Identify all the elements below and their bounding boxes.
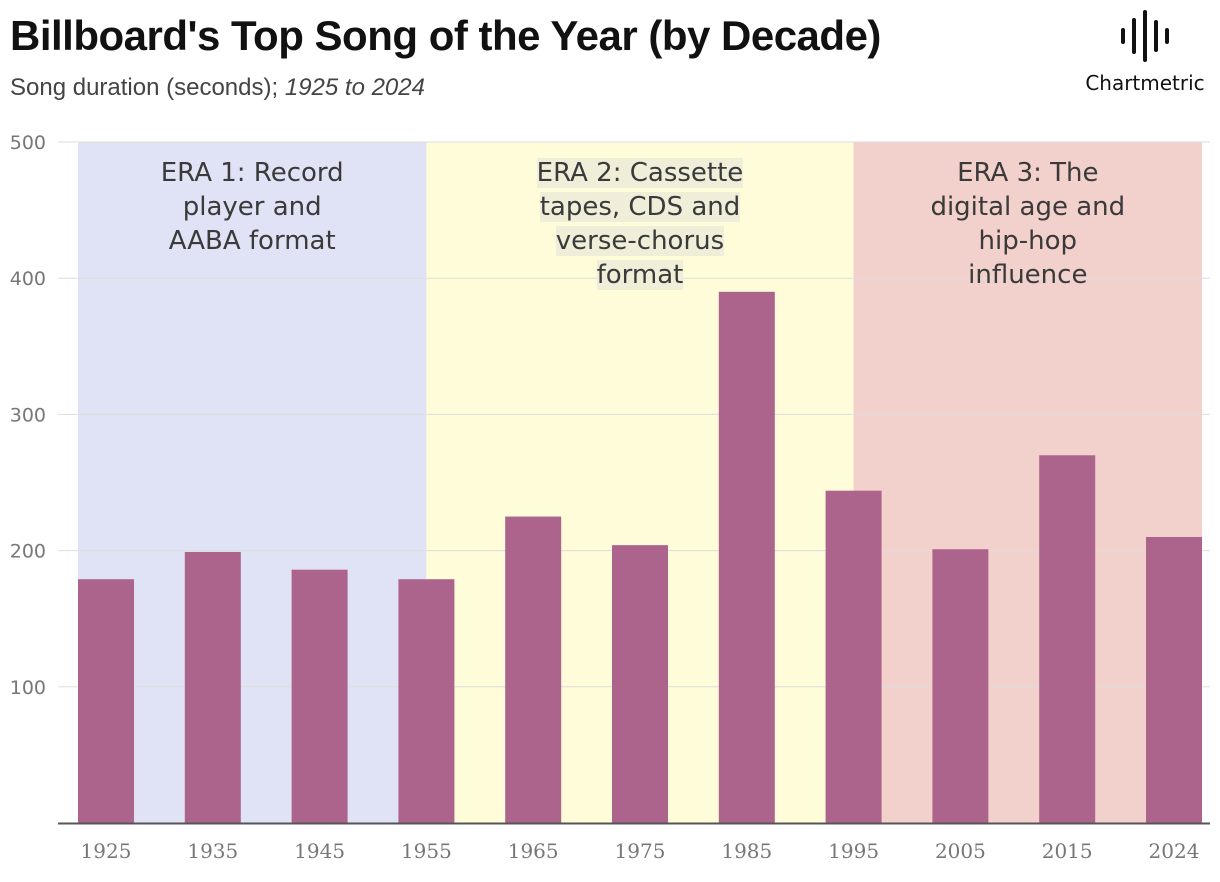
x-tick-label: 2024 [1149, 839, 1200, 863]
bar-2005 [932, 549, 989, 823]
era-label-1: ERA 1: Record player and AABA format [78, 156, 426, 258]
bar-2015 [1039, 455, 1096, 823]
bar-1995 [825, 490, 882, 823]
x-tick-label: 1975 [615, 839, 666, 863]
waveform-logo-icon [1121, 10, 1169, 62]
bar-1985 [718, 291, 775, 823]
y-tick-label: 400 [10, 268, 46, 290]
era-label-line: ERA 3: The [957, 158, 1099, 188]
era-label-line: influence [968, 260, 1088, 290]
bar-1955 [398, 579, 455, 823]
y-tick-label: 100 [10, 677, 46, 699]
era-background-3 [853, 142, 1202, 823]
era-label-line: AABA format [168, 226, 336, 256]
era-label-line: ERA 1: Record [160, 158, 344, 188]
era-label-3: ERA 3: The digital age and hip-hop influenc… [854, 156, 1202, 292]
x-tick-label: 2015 [1042, 839, 1093, 863]
era-label-line: ERA 2: Cassette [536, 158, 744, 188]
bar-1925 [78, 579, 134, 823]
era-label-line: verse-chorus [555, 226, 725, 256]
x-tick-label: 1935 [187, 839, 238, 863]
bar-2024 [1146, 536, 1202, 823]
x-tick-label: 1925 [81, 839, 132, 863]
subtitle-measure: Song duration (seconds); [10, 74, 279, 101]
brand-name: Chartmetric [1085, 71, 1205, 95]
chart-title: Billboard's Top Song of the Year (by Dec… [10, 12, 881, 59]
era-label-line: format [596, 260, 684, 290]
x-tick-label: 2005 [935, 839, 986, 863]
bar-1975 [612, 545, 668, 823]
y-tick-label: 300 [10, 404, 46, 426]
era-label-line: hip-hop [978, 226, 1078, 256]
x-tick-label: 1985 [721, 839, 772, 863]
bar-1965 [505, 516, 562, 823]
subtitle-date-range: 1925 to 2024 [284, 74, 425, 101]
y-tick-label: 200 [10, 541, 46, 563]
era-label-line: tapes, CDS and [539, 192, 741, 222]
bar-1935 [184, 551, 241, 823]
x-tick-label: 1955 [401, 839, 452, 863]
era-label-2: ERA 2: Cassette tapes, CDS and verse-choru… [426, 156, 853, 292]
era-label-line: player and [182, 192, 322, 222]
brand-logo: Chartmetric [1080, 8, 1210, 95]
y-tick-label: 500 [10, 132, 46, 154]
x-tick-label: 1965 [508, 839, 559, 863]
era-label-line: digital age and [930, 192, 1126, 222]
x-tick-label: 1995 [828, 839, 879, 863]
chart-subtitle: Song duration (seconds); 1925 to 2024 [10, 74, 425, 102]
era-background-1 [78, 142, 427, 823]
bar-1945 [291, 569, 348, 823]
x-tick-label: 1945 [294, 839, 345, 863]
